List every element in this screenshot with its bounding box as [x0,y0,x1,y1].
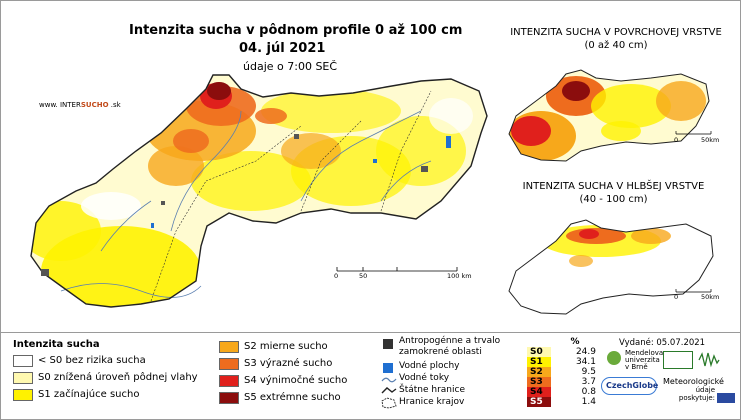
legend-region-borders: Hranice krajov [399,397,465,407]
legend-s2: S2 mierne sucho [244,341,328,352]
swatch-no-risk [13,355,33,367]
map-time-note: údaje o 7:00 SEČ [243,60,338,73]
region-border-icon [381,397,397,409]
state-border-icon [381,387,397,394]
surface-scale-bar [675,131,712,135]
legend-no-risk: < S0 bez rizika sucha [38,355,146,366]
deep-scale-0: 0 [674,293,679,301]
rivers-layer [60,110,432,298]
mendel-line-1: Mendelova [625,349,664,357]
surface-drought-map [508,69,712,162]
surface-scale-0: 0 [674,136,679,144]
czechglobe-label: CzechGlobe [606,381,659,390]
mendel-line-3: v Brně [625,363,648,371]
website-suffix: .sk [108,101,121,109]
surface-map-title: INTENZITA SUCHA V POVRCHOVEJ VRSTVE [510,27,722,38]
met-line-1: Meteorologické [663,377,724,386]
surface-map-subtitle: (0 až 40 cm) [584,40,648,51]
institute-logo-icon [663,351,693,369]
shmu-logo-icon [717,393,735,403]
czechglobe-logo-icon [601,377,657,395]
region-borders [150,90,432,302]
website-highlight: SUCHO [80,101,109,109]
drought-intensity-layer [31,82,473,307]
mendel-line-2: univerzita [625,356,660,364]
pct-code-s1: S1 [527,357,551,367]
legend-s0: S0 znížená úroveň pôdnej vlahy [38,372,198,383]
met-line-3: poskytuje: [678,394,715,402]
pct-code-s0: S0 [527,347,551,357]
legend-s1: S1 začínajúce sucho [38,389,140,400]
pct-value-s3: 3.7 [581,377,596,387]
state-border [30,74,488,308]
percent-header: % [570,337,580,347]
pct-value-s4: 0.8 [581,387,596,397]
dark-gray-square-icon [383,339,393,349]
main-scale-50: 50 [359,272,368,280]
mendel-university-logo-icon [607,351,621,365]
met-line-2: údaje [695,386,715,394]
urban-areas [41,134,428,276]
legend-anthropogenic: Antropogénne a trvalo zamokrené oblasti [399,336,501,357]
swatch-s3 [219,358,239,370]
pct-value-s2: 9.5 [581,367,596,377]
main-scale-bar [336,267,458,272]
deep-scale-50: 50km [701,293,720,301]
blue-square-icon [383,363,393,373]
swatch-s4 [219,375,239,387]
mendel-university-label: Mendelova univerzita v Brně [625,350,663,371]
pct-code-s5: S5 [527,397,551,407]
legend-water-bodies: Vodné plochy [399,361,460,371]
issued-date: Vydané: 05.07.2021 [619,338,706,348]
pct-code-s3: S3 [527,377,551,387]
deep-map-title: INTENZITA SUCHA V HLBŠEJ VRSTVE [522,181,705,192]
percent-table: % S0 24.9 S1 34.1 S2 9.5 S3 3.7 S4 0.8 S5 1.4 [527,337,599,407]
pct-code-s4: S4 [527,387,551,397]
website-prefix: www. INTER [39,101,81,109]
swatch-s0 [13,372,33,384]
legend-heading: Intenzita sucha [13,339,100,350]
surface-scale-50: 50km [701,136,720,144]
deep-map-subtitle: (40 - 100 cm) [579,194,648,205]
deep-drought-map [508,219,714,315]
pct-code-s2: S2 [527,367,551,377]
main-scale-100: 100 km [447,272,472,280]
pct-value-s0: 24.9 [575,347,596,357]
legend-rivers: Vodné toky [399,373,450,383]
legend-s5: S5 extrémne sucho [244,392,341,403]
pct-value-s5: 1.4 [581,397,596,407]
main-drought-map [30,74,488,308]
main-scale-0: 0 [334,272,339,280]
pct-value-s1: 34.1 [575,357,596,367]
website-label[interactable]: www. INTERSUCHO .sk [39,101,121,109]
river-line-icon [381,377,397,383]
water-bodies [151,136,451,228]
legend-s3: S3 výrazné sucho [244,358,333,369]
legend-state-borders: Štátne hranice [399,385,465,395]
met-data-label: Meteorologické údaje poskytuje: [663,377,724,403]
swatch-s5 [219,392,239,404]
swatch-s2 [219,341,239,353]
map-title: Intenzita sucha v pôdnom profile 0 až 10… [129,23,463,38]
map-date: 04. júl 2021 [239,41,326,56]
swatch-s1 [13,389,33,401]
legend-s4: S4 výnimočné sucho [244,375,348,386]
legend-panel: Intenzita sucha < S0 bez rizika sucha S0… [1,332,740,419]
deep-scale-bar [675,289,712,293]
waveform-logo-icon [698,351,720,369]
